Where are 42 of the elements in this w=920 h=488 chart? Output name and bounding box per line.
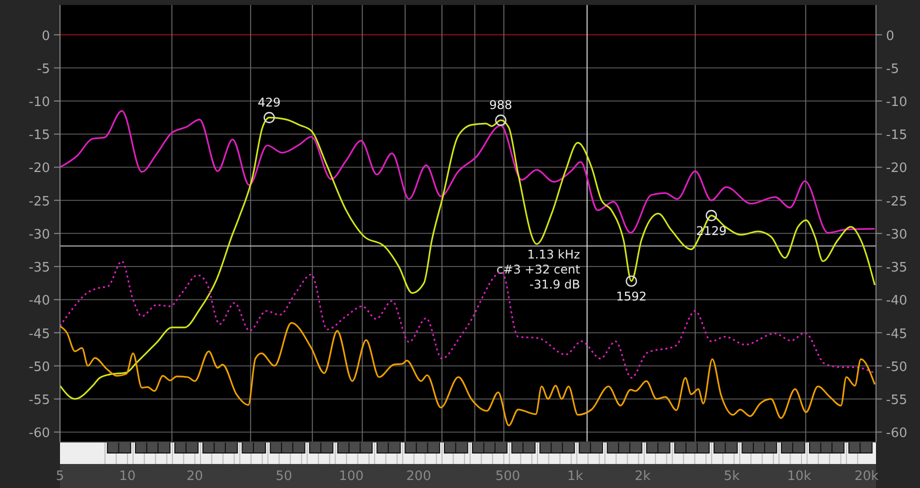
y2-tick-label: -30 [886, 227, 908, 242]
y2-tick-label: -50 [886, 360, 908, 375]
annotation: 988 [489, 98, 512, 112]
y-tick-label: -60 [28, 426, 50, 442]
y2-tick-label: -55 [886, 392, 908, 408]
y2-tick-label: -45 [886, 326, 908, 342]
y2-tick-label: -20 [886, 161, 908, 176]
y-tick-label: -25 [28, 194, 50, 210]
x-tick-label: 5k [724, 469, 740, 484]
x-tick-label: 10 [119, 469, 136, 484]
y2-tick-label: -10 [886, 95, 908, 110]
y-tick-label: -45 [28, 326, 50, 342]
y-tick-label: -10 [28, 95, 50, 110]
y2-tick-label: -5 [886, 62, 899, 77]
x-tick-label: 20 [186, 469, 204, 484]
y-tick-label: -50 [28, 360, 50, 375]
y2-tick-label: 0 [886, 28, 894, 44]
x-tick-label: 50 [276, 469, 292, 484]
y-tick-label: -15 [28, 128, 50, 144]
x-tick-label: 5 [56, 469, 64, 484]
annotation: 1592 [616, 290, 647, 304]
y2-tick-label: -40 [886, 294, 908, 309]
x-tick-label: 2k [634, 469, 651, 484]
x-tick-label: 10k [787, 469, 812, 484]
x-tick-label: 200 [406, 469, 432, 484]
x-tick-label: 500 [495, 469, 520, 484]
y2-tick-label: -25 [886, 194, 908, 210]
x-tick-label: 20k [854, 469, 880, 484]
y2-tick-label: -35 [886, 260, 908, 276]
x-tick-label: 1k [567, 469, 584, 484]
y-tick-label: -20 [28, 161, 50, 176]
ref-line-label: 1.13 kHz c#3 +32 cent -31.9 dB [496, 247, 580, 292]
y-tick-label: 0 [42, 28, 50, 44]
y-tick-label: -35 [28, 260, 50, 276]
y-tick-label: -5 [37, 62, 50, 77]
x-tick-label: 100 [338, 469, 364, 484]
y-tick-label: -40 [28, 294, 50, 309]
y-tick-label: -55 [28, 392, 50, 408]
y2-tick-label: -15 [886, 128, 908, 144]
y-tick-label: -30 [28, 227, 50, 242]
annotation: 429 [258, 96, 281, 110]
y2-tick-label: -60 [886, 426, 908, 442]
